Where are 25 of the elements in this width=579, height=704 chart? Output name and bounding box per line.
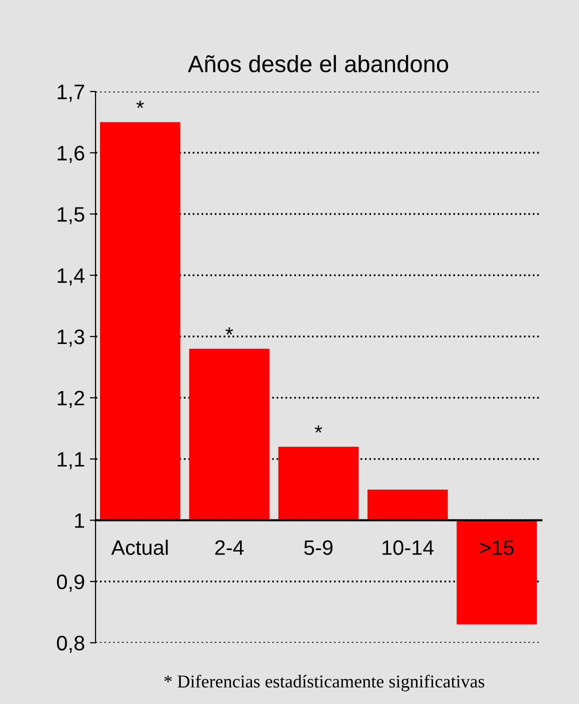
bar	[367, 490, 448, 520]
x-tick-label: 10-14	[382, 540, 434, 556]
chart-title: Años desde el abandono	[188, 54, 448, 72]
x-tick-label: 2-4	[215, 540, 244, 555]
y-tick-label: 0,9	[56, 574, 84, 592]
bar	[456, 520, 537, 624]
x-tick-label: Actual	[111, 540, 168, 556]
x-tick-label: 5-9	[304, 540, 333, 556]
y-tick-label: 1,1	[58, 452, 84, 470]
y-tick-label: 1	[75, 513, 84, 528]
y-tick-label: 1,6	[58, 146, 84, 163]
y-tick-label: 1,4	[58, 268, 85, 286]
y-tick-label: 1,3	[58, 330, 84, 347]
y-tick-label: 1,7	[58, 84, 84, 102]
annotation: *	[136, 100, 144, 108]
x-tick-label: >15	[480, 540, 514, 556]
text: * Diferencias estadísticamente significativas	[164, 674, 484, 692]
bar	[100, 122, 180, 520]
y-tick-label: 1,2	[58, 390, 84, 408]
annotation: *	[226, 327, 234, 335]
y-tick-label: 1,5	[58, 207, 84, 224]
bar	[189, 348, 270, 520]
bar	[278, 446, 359, 520]
annotation: *	[314, 425, 322, 433]
y-tick-label: 0,8	[56, 636, 84, 653]
